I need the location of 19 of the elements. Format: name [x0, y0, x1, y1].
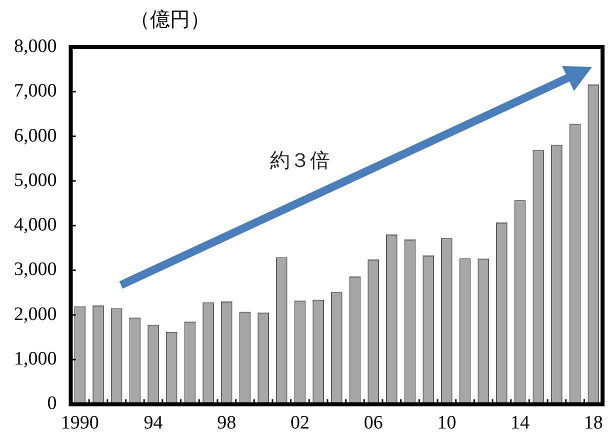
y-tick-label: 3,000 — [14, 259, 57, 280]
y-tick-label: 5,000 — [14, 170, 57, 191]
annotation: 約３倍 — [270, 150, 330, 172]
x-tick-label: 18 — [584, 412, 603, 434]
y-tick-label: 8,000 — [14, 36, 57, 57]
y-tick-label: 4,000 — [14, 214, 57, 236]
x-tick-label: 06 — [364, 412, 383, 434]
x-tick-label: 1990 — [60, 412, 99, 434]
y-tick-label: 1,000 — [14, 348, 57, 370]
y-tick-label: 7,000 — [14, 80, 57, 102]
x-tick-label: 98 — [217, 412, 236, 434]
x-tick-label: 14 — [510, 412, 530, 434]
y-axis-title: （億円） — [130, 8, 210, 33]
y-tick-label: 2,000 — [14, 304, 57, 325]
x-tick-label: 94 — [144, 412, 164, 434]
y-tick-label: 0 — [47, 393, 57, 414]
x-tick-label: 10 — [437, 412, 456, 434]
x-tick-label: 02 — [290, 412, 310, 434]
y-tick-label: 6,000 — [14, 125, 57, 146]
